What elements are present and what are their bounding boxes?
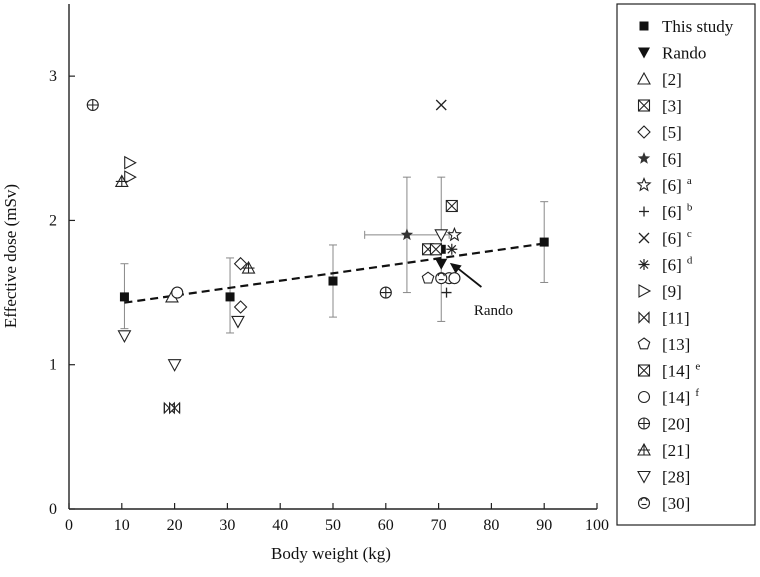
legend-label: [21] [662,441,690,460]
legend-label: [13] [662,335,690,354]
legend-marker [637,496,651,510]
data-point [169,401,181,415]
data-point [124,155,137,170]
x-tick-label: 70 [431,517,447,534]
legend-label: [14] f [662,387,699,407]
plot-area: 0 10 20 30 40 50 60 70 80 90 100 0 1 2 3 Rando [49,4,609,534]
data-point [441,287,452,298]
data-point [446,243,458,255]
legend-label: This study [662,17,734,36]
data-point [446,226,463,242]
trend-line [124,242,545,304]
data-point [114,174,129,188]
y-tick-label: 3 [49,68,57,85]
data-point [539,237,549,247]
y-tick-label: 2 [49,212,57,229]
legend-label: [2] [662,70,682,89]
x-tick-label: 90 [536,517,552,534]
legend-marker [637,152,651,164]
legend-marker [639,206,649,217]
legend-marker [637,364,651,377]
data-point [117,330,132,344]
legend-marker [638,232,650,244]
legend-marker [639,21,649,31]
annotation-arrowhead [449,262,462,274]
legend-marker [638,284,652,298]
x-tick-label: 10 [114,517,130,534]
x-tick-label: 100 [585,517,609,534]
legend-marker [637,337,651,350]
legend-label: [20] [662,415,690,434]
annotation-label: Rando [474,303,513,319]
data-point [448,272,461,285]
data-point [241,260,256,274]
x-axis-label: Body weight (kg) [271,544,391,563]
x-tick-label: 40 [272,517,288,534]
data-point [225,292,235,302]
x-tick-label: 0 [65,517,73,534]
data-point [429,243,443,256]
data-point [435,99,447,111]
legend-label: [30] [662,494,690,513]
data-point [434,229,449,243]
legend-marker [638,259,650,270]
legend-label: [9] [662,282,682,301]
data-point [124,170,137,185]
data-point [86,98,99,112]
y-axis-label: Effective dose (mSv) [1,184,20,328]
data-point [231,315,245,329]
legend-marker [637,470,651,484]
legend-marker [637,99,651,112]
legend-marker [638,47,650,59]
data-point [171,286,184,299]
legend-marker [636,176,652,192]
x-tick-label: 80 [483,517,499,534]
legend-label: [5] [662,123,682,142]
y-tick-label: 1 [49,357,57,374]
data-point [167,359,182,372]
data-point [328,276,338,286]
legend-marker [637,125,651,139]
data-point [233,300,248,314]
data-point [421,271,435,284]
legend-marker [637,390,651,404]
legend-marker [637,442,651,456]
data-point [435,258,448,270]
data-point [445,199,458,213]
legend-label: Rando [662,44,706,63]
x-tick-label: 50 [325,517,341,534]
data-point [435,272,448,285]
legend-marker [637,417,651,430]
legend-marker [637,71,651,85]
legend-label: [3] [662,97,682,116]
data-point [119,292,129,302]
x-tick-label: 60 [378,517,394,534]
legend-label: [6] [662,150,682,169]
data-point [379,286,392,299]
legend-label: [28] [662,468,690,487]
x-tick-label: 20 [167,517,183,534]
y-tick-label: 0 [49,501,57,518]
x-tick-label: 30 [219,517,235,534]
annotation-arrow [455,266,482,288]
data-point [233,256,248,271]
legend-marker [638,311,650,324]
data-point [400,228,414,241]
legend-label: [11] [662,309,690,328]
